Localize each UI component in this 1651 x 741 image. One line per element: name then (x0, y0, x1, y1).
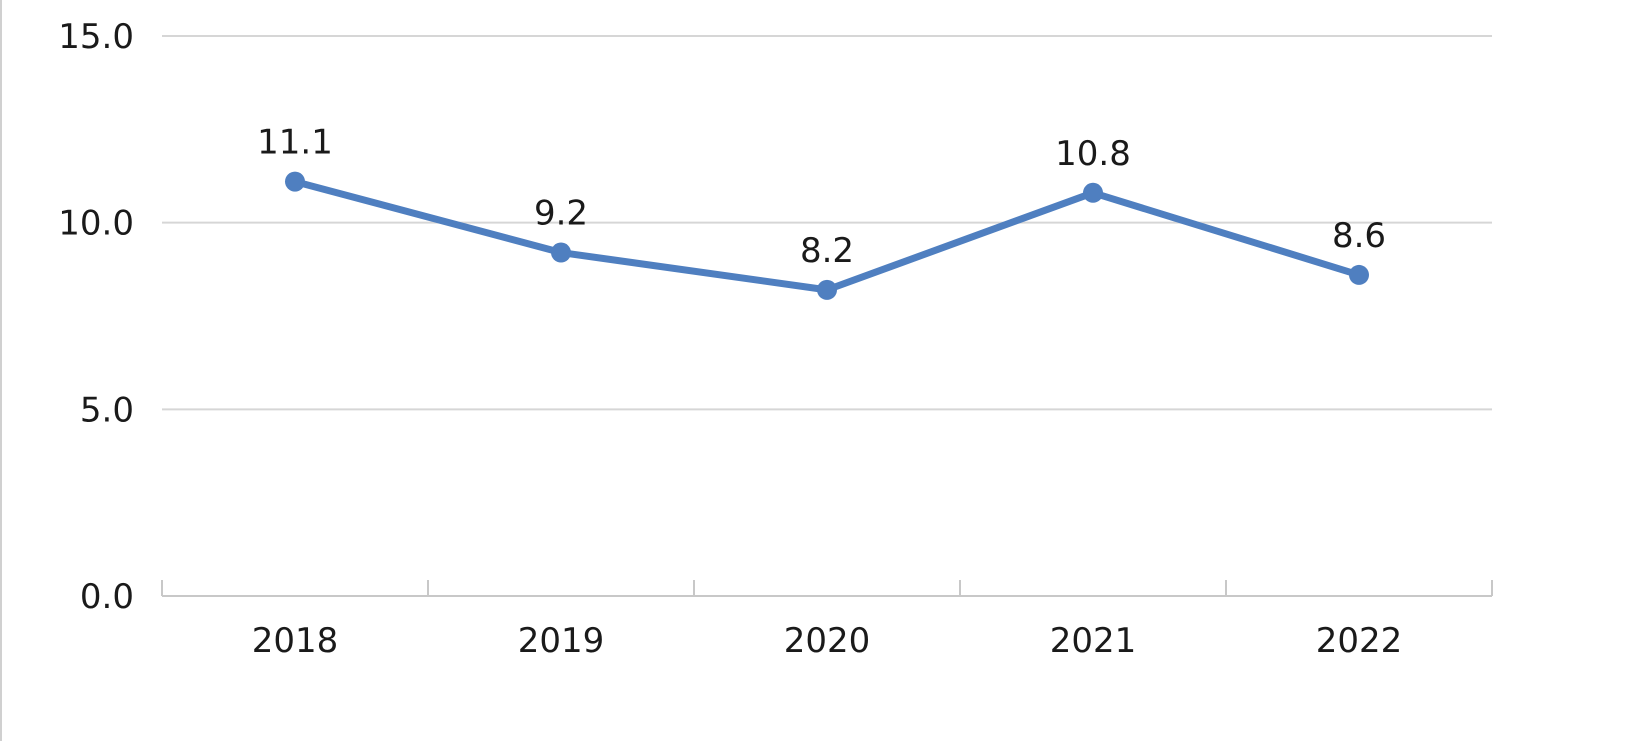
data-label-2022: 8.6 (1332, 216, 1386, 256)
data-point-2021 (1083, 182, 1103, 203)
x-tick-label-2021: 2021 (1050, 621, 1137, 661)
data-label-2019: 9.2 (534, 194, 588, 234)
x-axis (161, 580, 1493, 597)
data-label-2018: 11.1 (257, 123, 333, 163)
data-point-2020 (817, 279, 837, 300)
y-tick-label: 0.0 (80, 577, 134, 617)
data-point-2018 (285, 171, 305, 192)
y-tick-label: 10.0 (58, 204, 134, 244)
gridlines (162, 35, 1492, 411)
y-axis-ticks: 0.0 5.0 10.0 15.0 (58, 17, 134, 617)
x-axis-ticks: 2018 2019 2020 2021 2022 (252, 621, 1403, 661)
data-labels: 11.1 9.2 8.2 10.8 8.6 (257, 123, 1386, 271)
y-tick-label: 5.0 (80, 390, 134, 430)
data-label-2020: 8.2 (800, 231, 854, 271)
data-point-2022 (1349, 264, 1369, 285)
x-tick-label-2018: 2018 (252, 621, 339, 661)
data-label-2021: 10.8 (1055, 134, 1131, 174)
x-tick-label-2019: 2019 (518, 621, 605, 661)
data-point-2019 (551, 242, 571, 263)
y-tick-label: 15.0 (58, 17, 134, 57)
series-layer (285, 171, 1369, 300)
x-tick-label-2020: 2020 (784, 621, 871, 661)
x-tick-label-2022: 2022 (1316, 621, 1403, 661)
